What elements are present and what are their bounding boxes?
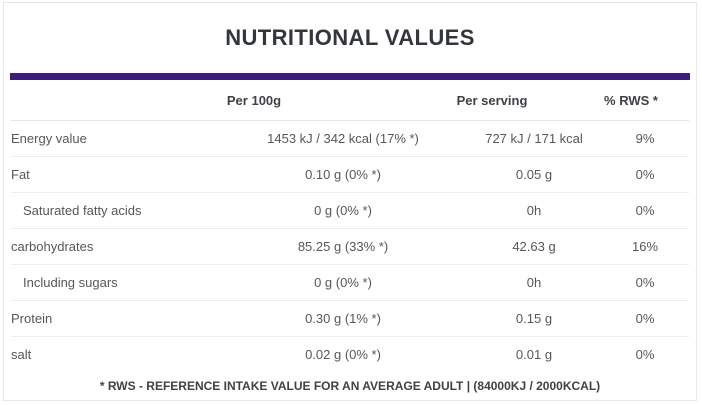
- per-serving-value: 0.05 g: [515, 167, 553, 182]
- table-row: salt 0.02 g (0% *) 0.01 g 0%: [11, 336, 689, 372]
- table-row: carbohydrates 85.25 g (33% *) 42.63 g 16…: [11, 228, 689, 264]
- nutrient-label: Fat: [11, 167, 30, 182]
- rws-value: 0%: [635, 167, 655, 182]
- per-serving-value: 0h: [526, 203, 542, 218]
- per-serving-value: 0.01 g: [515, 347, 553, 362]
- column-header-rws: % RWS *: [604, 92, 658, 108]
- nutrient-label: Energy value: [11, 131, 87, 146]
- rws-value: 0%: [635, 347, 655, 362]
- table-body: Energy value 1453 kJ / 342 kcal (17% *) …: [4, 121, 696, 372]
- rws-value: 9%: [635, 131, 655, 146]
- table-row: Saturated fatty acids 0 g (0% *) 0h 0%: [11, 192, 689, 228]
- per-serving-value: 42.63 g: [512, 239, 556, 254]
- per-100g-value: 0 g (0% *): [314, 203, 372, 218]
- per-serving-value: 0h: [526, 275, 542, 290]
- per-100g-value: 0.10 g (0% *): [305, 167, 381, 182]
- rws-value: 0%: [635, 275, 655, 290]
- nutrient-label: carbohydrates: [11, 239, 94, 254]
- nutrient-label: Protein: [11, 311, 53, 326]
- page-title: NUTRITIONAL VALUES: [225, 25, 475, 50]
- per-100g-value: 0.02 g (0% *): [305, 347, 381, 362]
- per-100g-value: 1453 kJ / 342 kcal (17% *): [267, 131, 419, 146]
- table-row: Energy value 1453 kJ / 342 kcal (17% *) …: [11, 121, 689, 156]
- table-row: Including sugars 0 g (0% *) 0h 0%: [11, 264, 689, 300]
- per-100g-value: 0.30 g (1% *): [305, 311, 381, 326]
- table-row: Fat 0.10 g (0% *) 0.05 g 0%: [11, 156, 689, 192]
- nutrient-label: Saturated fatty acids: [23, 203, 142, 218]
- per-100g-value: 85.25 g (33% *): [297, 239, 389, 254]
- title-row: NUTRITIONAL VALUES: [4, 3, 696, 73]
- table-header-row: Per 100g Per serving % RWS *: [11, 80, 689, 121]
- nutrient-label: Including sugars: [23, 275, 118, 290]
- column-header-per-serving: Per serving: [456, 92, 528, 108]
- accent-divider: [10, 73, 690, 80]
- per-serving-value: 727 kJ / 171 kcal: [485, 131, 583, 146]
- rws-value: 0%: [635, 311, 655, 326]
- rws-footnote: * RWS - REFERENCE INTAKE VALUE FOR AN AV…: [99, 379, 601, 393]
- nutrient-label: salt: [11, 347, 32, 362]
- rws-value: 0%: [635, 203, 655, 218]
- nutrition-facts-panel: NUTRITIONAL VALUES Per 100g Per serving …: [3, 2, 697, 401]
- per-100g-value: 0 g (0% *): [314, 275, 372, 290]
- per-serving-value: 0.15 g: [515, 311, 553, 326]
- rws-value: 16%: [631, 239, 659, 254]
- column-header-per-100g: Per 100g: [226, 92, 282, 108]
- table-row: Protein 0.30 g (1% *) 0.15 g 0%: [11, 300, 689, 336]
